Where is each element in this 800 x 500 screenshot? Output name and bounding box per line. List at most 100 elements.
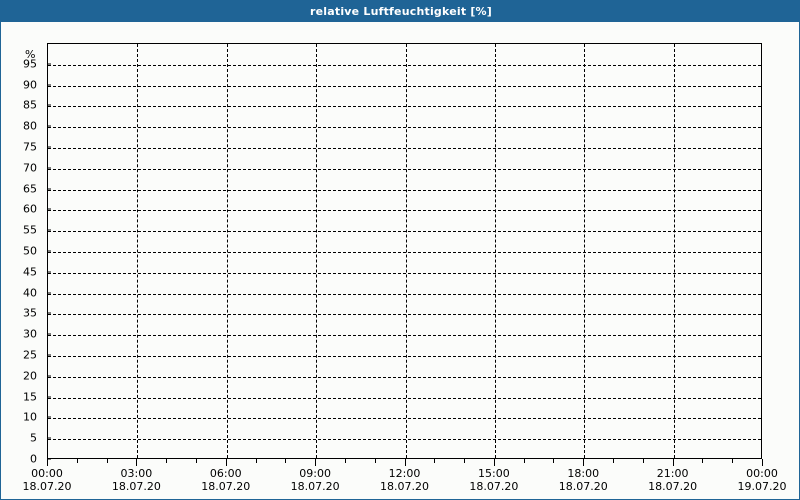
y-axis-tick-label: 85	[23, 98, 37, 112]
x-axis-tick-date: 19.07.20	[737, 480, 787, 493]
vertical-gridline	[673, 44, 675, 458]
y-axis-tick-label: 5	[30, 431, 37, 445]
x-axis-major-tick	[404, 459, 406, 466]
horizontal-gridline	[48, 314, 761, 316]
horizontal-gridline	[48, 376, 761, 378]
x-axis-major-tick	[315, 459, 317, 466]
x-axis-tick-time: 06:00	[209, 467, 242, 480]
chart-title: relative Luftfeuchtigkeit [%]	[310, 5, 492, 18]
y-axis-tick-label: 65	[23, 182, 37, 196]
x-axis-tick-date: 18.07.20	[558, 480, 608, 493]
horizontal-gridline	[48, 127, 761, 129]
x-axis-tick-time: 15:00	[478, 467, 510, 480]
x-axis-minor-tick	[285, 459, 287, 463]
y-axis-tick-label: 60	[23, 202, 37, 216]
y-axis-tick-label: 95	[23, 57, 37, 71]
y-axis-tick	[47, 437, 51, 439]
x-axis-minor-tick	[642, 459, 644, 463]
y-axis-tick-label: 70	[23, 161, 37, 175]
vertical-gridline	[226, 44, 228, 458]
horizontal-gridline	[48, 148, 761, 149]
x-axis-minor-tick	[255, 459, 257, 463]
horizontal-gridline	[48, 335, 761, 337]
vertical-gridline	[494, 44, 496, 458]
horizontal-gridline	[48, 106, 761, 108]
x-axis-tick-time: 09:00	[299, 467, 331, 480]
x-axis-tick-label: 12:00 18.07.20	[380, 467, 429, 493]
x-axis-minor-tick	[464, 459, 466, 463]
x-axis-tick-date: 18.07.20	[290, 480, 340, 493]
horizontal-gridline	[48, 418, 761, 420]
x-axis-tick-date: 18.07.20	[111, 480, 161, 493]
y-axis-tick	[47, 167, 51, 169]
x-axis-minor-tick	[613, 459, 615, 463]
x-axis-tick-date: 18.07.20	[22, 480, 72, 493]
y-axis-tick	[47, 208, 51, 210]
x-axis-minor-tick	[195, 459, 197, 463]
y-axis-tick-label: 35	[23, 306, 37, 320]
horizontal-gridline	[48, 85, 761, 87]
horizontal-gridline	[48, 231, 761, 233]
y-axis-tick-label: 0	[30, 452, 37, 466]
y-axis-tick	[47, 104, 51, 106]
chart-title-bar: relative Luftfeuchtigkeit [%]	[1, 1, 799, 22]
y-axis-tick	[47, 396, 51, 398]
horizontal-gridline	[48, 293, 761, 295]
vertical-gridline	[316, 44, 318, 458]
x-axis-tick-label: 18:00 18.07.20	[559, 467, 608, 493]
y-axis-tick	[47, 250, 51, 252]
y-axis-tick	[47, 125, 51, 127]
horizontal-gridline	[48, 252, 761, 253]
horizontal-gridline	[48, 356, 761, 357]
x-axis-minor-tick	[523, 459, 525, 463]
x-axis-major-tick	[136, 459, 138, 466]
x-axis-major-tick	[583, 459, 585, 466]
y-axis-tick	[47, 271, 51, 273]
x-axis-minor-tick	[76, 459, 78, 463]
y-axis-tick	[47, 354, 51, 356]
x-axis: 00:00 18.07.20 03:00 18.07.20 06:00 18.07.20 0…	[23, 459, 786, 499]
x-axis-tick-label: 03:00 18.07.20	[112, 467, 161, 493]
y-axis-tick-label: 10	[23, 410, 37, 424]
y-axis-tick-label: 15	[23, 390, 37, 404]
y-axis-tick-label: 75	[23, 140, 37, 154]
y-axis-tick	[47, 292, 51, 294]
y-axis-tick-label: 20	[23, 369, 37, 383]
y-axis-tick	[47, 375, 51, 377]
x-axis-tick-time: 03:00	[120, 467, 153, 480]
x-axis-tick-time: 12:00	[388, 467, 421, 480]
horizontal-gridline	[48, 210, 761, 212]
y-axis-tick-label: 55	[23, 223, 37, 237]
x-axis-tick-date: 18.07.20	[648, 480, 698, 493]
horizontal-gridline	[48, 64, 761, 66]
y-axis-tick-label: 80	[23, 119, 37, 133]
x-axis-major-tick	[47, 459, 48, 466]
horizontal-gridline	[48, 397, 761, 399]
y-axis-labels: 95 90 85 80 75 70 65 60 55 50 45 40 35 30 25 20 15 10 5 0	[1, 43, 43, 465]
x-axis-major-tick	[225, 459, 227, 466]
plot-area	[47, 43, 762, 459]
x-axis-major-tick	[493, 459, 495, 466]
y-axis-tick-label: 40	[23, 286, 37, 300]
y-axis-tick-label: 90	[23, 78, 37, 92]
vertical-gridline	[584, 44, 586, 458]
y-axis-tick-label: 30	[23, 327, 37, 341]
x-axis-tick-time: 00:00	[746, 467, 778, 480]
x-axis-tick-label: 00:00 19.07.20	[738, 467, 787, 493]
x-axis-tick-time: 21:00	[656, 467, 689, 480]
y-axis-tick	[47, 188, 51, 190]
y-axis-tick	[47, 84, 51, 86]
y-axis-tick	[47, 63, 51, 65]
x-axis-tick-time: 00:00	[31, 467, 63, 480]
horizontal-gridline	[48, 189, 761, 191]
x-axis-tick-label: 21:00 18.07.20	[648, 467, 697, 493]
x-axis-tick-date: 18.07.20	[201, 480, 251, 493]
y-axis-unit-label: %	[25, 48, 36, 61]
x-axis-tick-label: 09:00 18.07.20	[291, 467, 340, 493]
vertical-gridline	[405, 44, 407, 458]
y-axis-tick	[47, 416, 51, 418]
x-axis-minor-tick	[553, 459, 555, 463]
y-axis-tick	[47, 333, 51, 335]
y-axis-tick-label: 45	[23, 265, 37, 279]
